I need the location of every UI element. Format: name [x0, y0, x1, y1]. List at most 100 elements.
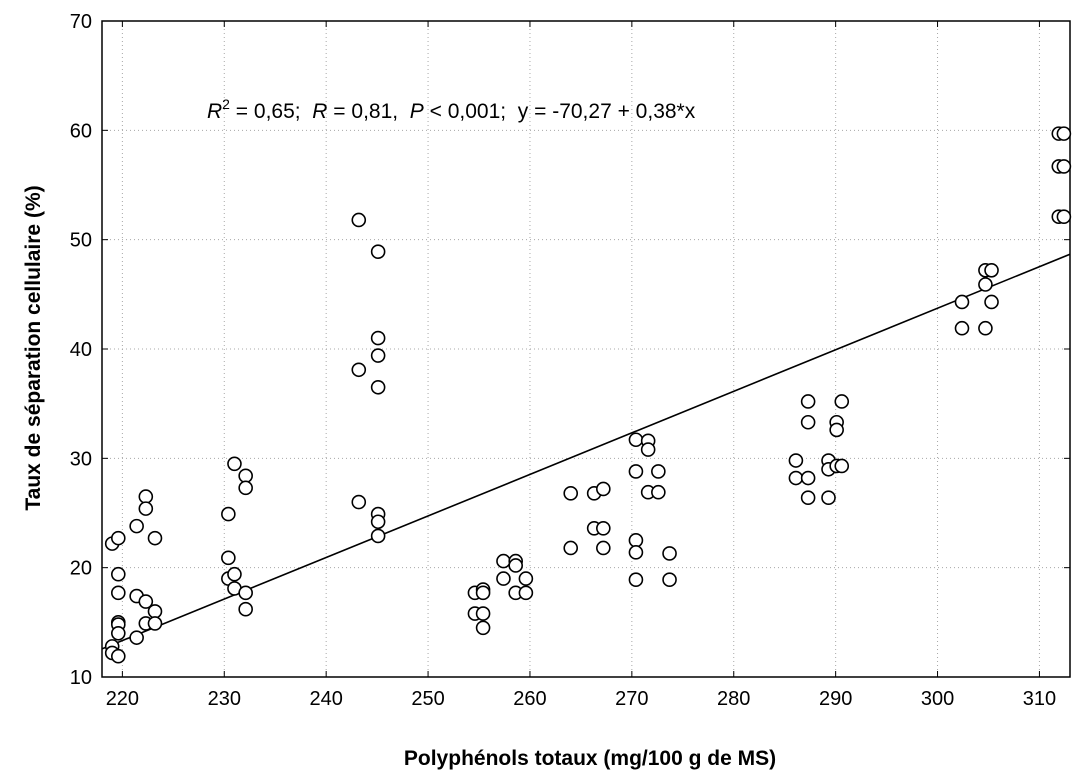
y-tick-label: 40 [70, 339, 92, 361]
data-point [628, 545, 644, 560]
data-point [129, 518, 144, 534]
data-point [475, 585, 491, 601]
data-point [954, 320, 970, 336]
r-symbol: R [312, 100, 327, 123]
data-point [370, 244, 386, 259]
x-tick-label: 260 [513, 688, 546, 710]
data-point [1056, 126, 1072, 141]
r2-value: = 0,65; [230, 100, 312, 123]
data-point [628, 533, 644, 548]
x-tick-label: 280 [717, 688, 750, 710]
data-point [238, 601, 253, 617]
p-symbol: P [410, 100, 424, 123]
r2-superscript: 2 [222, 96, 230, 112]
data-point [662, 572, 677, 587]
x-tick-label: 300 [921, 688, 954, 710]
data-point [111, 566, 126, 582]
data-point [984, 262, 999, 278]
regression-annotation: R2 = 0,65; R = 0,81, P < 0,001; y = -70,… [207, 96, 696, 123]
data-point [475, 620, 491, 636]
data-point [147, 616, 163, 631]
data-point [662, 546, 677, 561]
data-point [978, 320, 993, 336]
x-tick-label: 290 [819, 688, 852, 710]
data-point [238, 480, 253, 496]
y-tick-label: 70 [70, 11, 92, 33]
data-point [138, 501, 154, 516]
x-tick-label: 220 [106, 688, 139, 710]
data-point [496, 553, 511, 569]
data-point [129, 630, 144, 645]
data-point [596, 481, 611, 497]
data-point [138, 594, 154, 609]
data-point [518, 571, 534, 586]
y-tick-label: 60 [70, 120, 92, 142]
data-point [563, 486, 579, 501]
data-point [978, 277, 993, 292]
data-point [370, 514, 386, 530]
data-point [238, 468, 253, 484]
r-value: = 0,81, [327, 100, 409, 123]
data-point [370, 348, 386, 363]
data-point [788, 453, 804, 468]
data-point [221, 506, 236, 522]
data-point [1056, 159, 1072, 174]
data-point [800, 470, 816, 486]
data-point [111, 585, 126, 601]
data-point [628, 572, 644, 587]
x-tick-label: 270 [615, 688, 648, 710]
data-point [147, 604, 163, 619]
x-tick-label: 230 [208, 688, 241, 710]
p-value-equation: < 0,001; y = -70,27 + 0,38*x [424, 100, 696, 123]
data-point [351, 212, 367, 228]
x-tick-label: 240 [309, 688, 342, 710]
y-tick-label: 50 [70, 230, 92, 252]
data-point [1056, 209, 1072, 225]
data-point [628, 432, 644, 448]
data-point [147, 530, 163, 546]
data-points [104, 126, 1072, 664]
data-point [596, 540, 611, 556]
data-point [221, 550, 236, 566]
data-point [370, 528, 386, 544]
data-point [351, 494, 367, 510]
data-point [111, 530, 126, 546]
y-axis-tick-labels: 10 20 30 40 50 60 70 [70, 11, 92, 689]
data-point [563, 540, 579, 556]
data-point [788, 470, 804, 486]
data-point [821, 490, 836, 505]
y-tick-label: 20 [70, 558, 92, 580]
data-point [800, 490, 816, 505]
x-axis-tick-labels: 220 230 240 250 260 270 280 290 300 310 [106, 688, 1056, 710]
r2-symbol: R [207, 100, 222, 123]
y-tick-label: 10 [70, 667, 92, 689]
data-point [111, 648, 126, 664]
data-point [370, 330, 386, 346]
data-point [238, 585, 253, 601]
data-point [138, 489, 154, 504]
data-point [800, 414, 816, 430]
x-axis-title: Polyphénols totaux (mg/100 g de MS) [404, 747, 776, 770]
data-point [829, 422, 844, 438]
y-axis-title: Taux de séparation cellulaire (%) [22, 185, 45, 510]
data-point [640, 442, 656, 457]
data-point [475, 606, 491, 621]
data-point [954, 294, 970, 310]
data-point [508, 558, 523, 573]
data-point [496, 571, 511, 586]
x-tick-label: 250 [411, 688, 444, 710]
data-point [227, 456, 242, 472]
data-point [834, 394, 850, 409]
data-point [351, 362, 367, 378]
data-point [227, 566, 242, 582]
y-tick-label: 30 [70, 448, 92, 470]
data-point [370, 379, 386, 395]
data-point [651, 484, 666, 500]
data-point [596, 521, 611, 536]
data-point [800, 394, 816, 409]
data-point [111, 625, 126, 641]
data-point [834, 458, 850, 474]
x-tick-label: 310 [1023, 688, 1056, 710]
regression-line [101, 253, 1071, 650]
